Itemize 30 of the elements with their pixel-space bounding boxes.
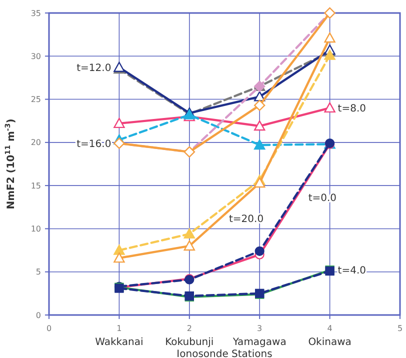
- y-tick-label: 20: [30, 138, 41, 148]
- point: [114, 244, 125, 255]
- y-tick-label: 15: [30, 181, 41, 190]
- x-axis-title: Ionosonde Stations: [176, 349, 272, 358]
- y-tick-label: 25: [30, 95, 41, 104]
- x-tick-label: 4 Okinawa: [308, 324, 352, 348]
- annotation: t=8.0: [338, 103, 366, 114]
- y-tick-label: 10: [30, 224, 41, 234]
- y-tick-label: 0: [36, 310, 41, 320]
- point: [114, 252, 125, 263]
- x-tick-label: 2 Kokubunji: [165, 324, 214, 348]
- point: [184, 240, 195, 251]
- point: [254, 246, 264, 256]
- point: [254, 177, 266, 188]
- point: [254, 139, 266, 150]
- x-tick-label: 0: [46, 324, 52, 333]
- y-tick-label: 5: [36, 268, 41, 277]
- x-tick-label: 1 Wakkanai: [95, 324, 144, 348]
- y-tick-label: 35: [30, 8, 41, 18]
- point: [184, 228, 195, 238]
- annotation: t=12.0: [76, 62, 112, 74]
- point: [254, 120, 266, 131]
- x-tick-label: 3 Yamagawa: [232, 324, 286, 348]
- point: [114, 118, 125, 128]
- point: [324, 102, 336, 113]
- point: [324, 32, 336, 43]
- y-tick-label: 30: [30, 52, 41, 61]
- point: [324, 50, 336, 60]
- point: [254, 100, 266, 111]
- x-tick-label: 5: [397, 324, 403, 333]
